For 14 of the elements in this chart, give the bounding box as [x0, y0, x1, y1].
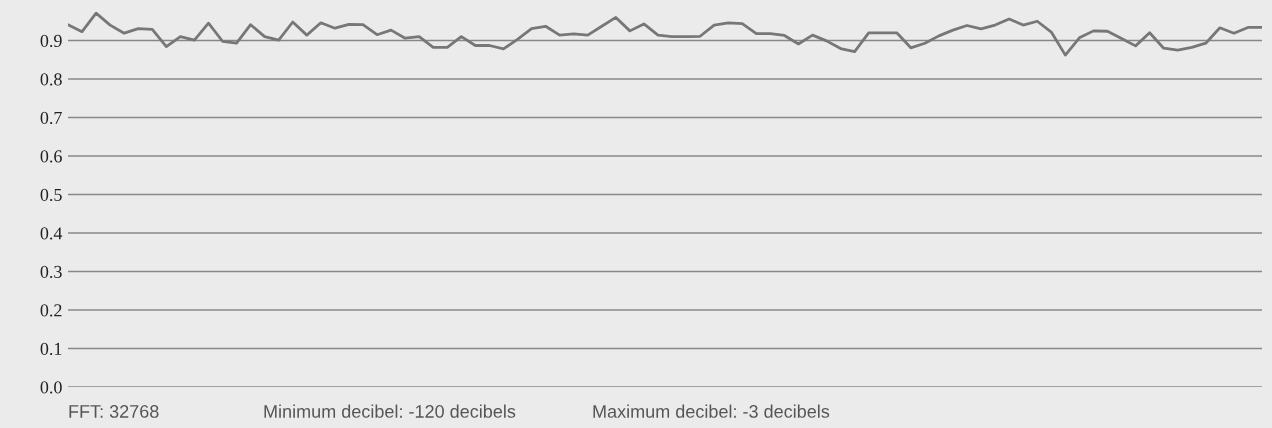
y-tick-label: 0.0 — [40, 381, 62, 394]
y-tick-label: 0.1 — [40, 342, 62, 356]
y-tick-label: 0.2 — [40, 304, 62, 317]
y-tick-label: 0.3 — [40, 265, 62, 279]
y-tick-label: 0.7 — [40, 111, 62, 125]
y-tick-label: 0.6 — [40, 150, 62, 163]
y-tick-label: 0.4 — [40, 227, 63, 240]
text: FFT: 32768 — [69, 405, 159, 418]
text: Maximum decibel: -3 decibels — [593, 404, 830, 418]
y-tick-label: 0.9 — [40, 34, 62, 48]
y-tick-label: 0.5 — [40, 188, 62, 202]
line-series — [68, 11, 1262, 57]
text: Minimum decibel: -120 decibels — [264, 404, 516, 418]
y-tick-label: 0.8 — [40, 73, 62, 86]
